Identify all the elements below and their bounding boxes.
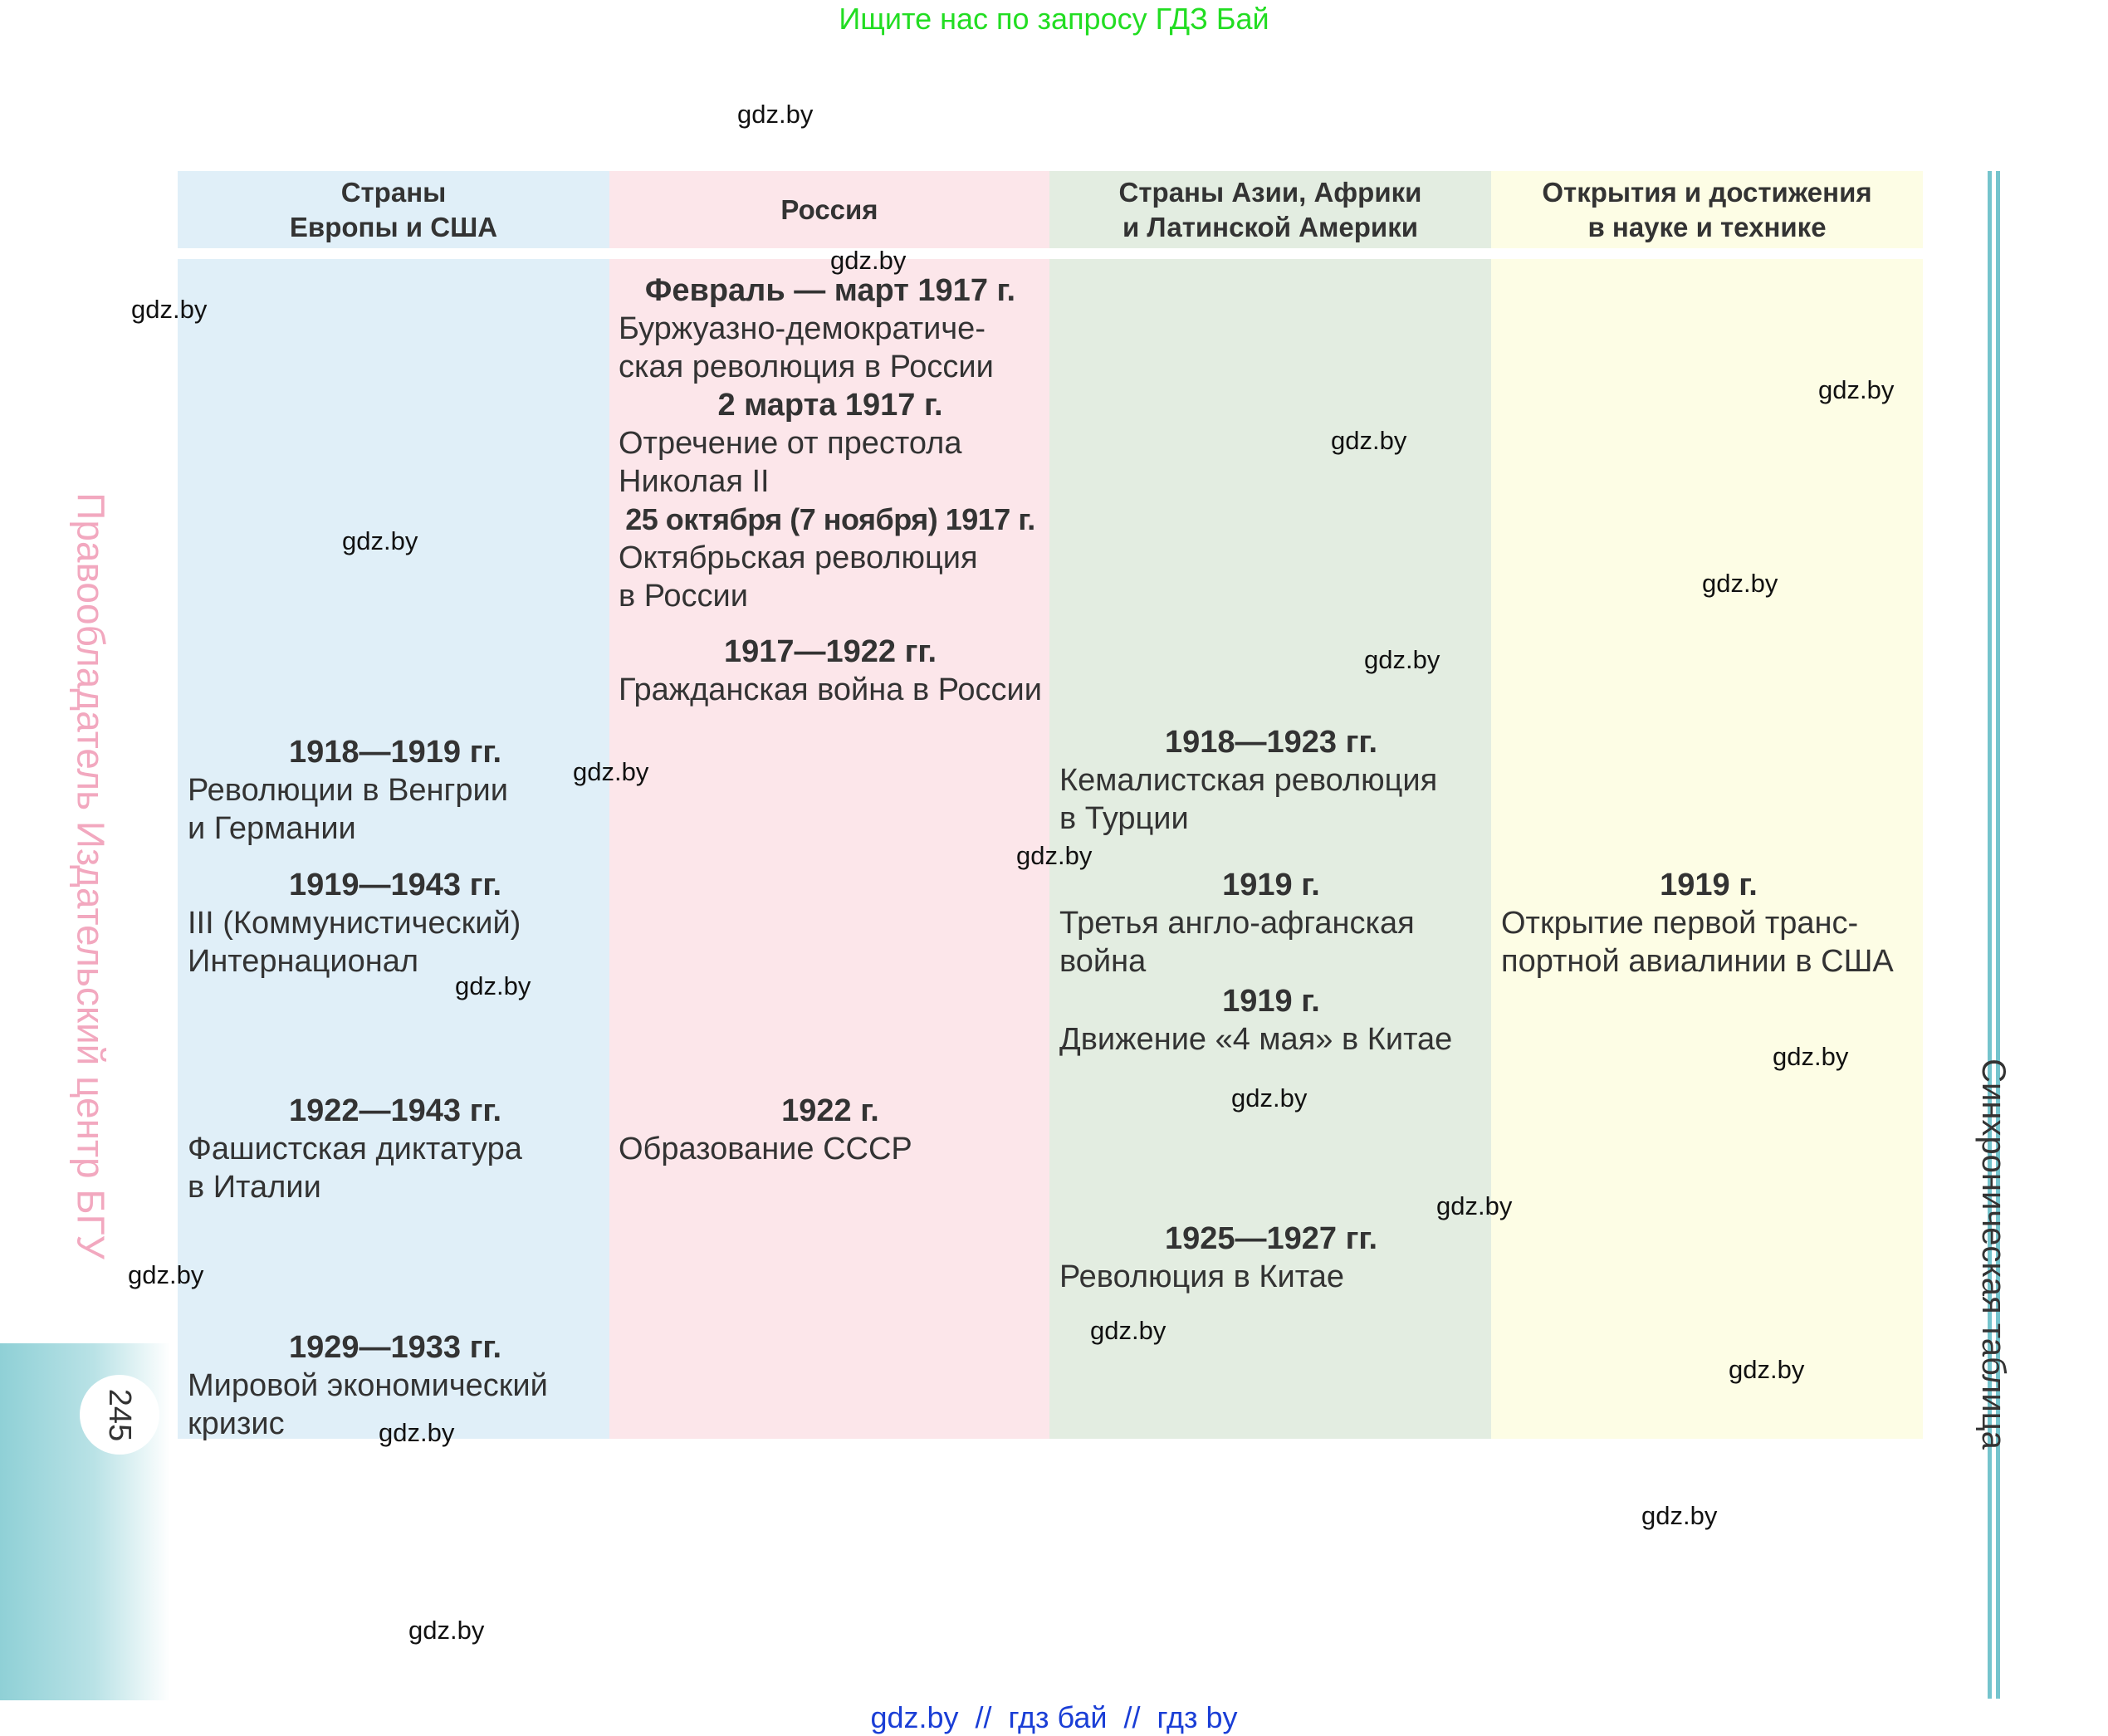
entry-year: 25 октября (7 ноября) 1917 г. (625, 502, 1035, 536)
watermark-text: gdz.by (1090, 1316, 1166, 1345)
watermark-text: gdz.by (737, 100, 814, 129)
entry-year: 1919—1943 гг. (288, 868, 502, 902)
entry-year: 1918—1919 гг. (288, 735, 502, 770)
header-russia: Россия (609, 171, 1049, 248)
column-europe-usa (178, 259, 609, 1439)
table-entry: 1929—1933 гг. Мировой экономический криз… (188, 1328, 603, 1443)
entry-text: Мировой экономический кризис (188, 1368, 548, 1441)
entry-year: 1919 г. (1222, 868, 1320, 902)
table-entry: 25 октября (7 ноября) 1917 г. Октябрьска… (619, 501, 1042, 615)
bottom-banner[interactable]: gdz.by // гдз бай // гдз by (870, 1700, 1238, 1734)
entry-text: Революции в Венгрии и Германии (188, 773, 508, 846)
table-entry: 1925—1927 гг. Революция в Китае (1059, 1220, 1483, 1296)
watermark-text: gdz.by (379, 1418, 455, 1447)
watermark-text: gdz.by (1231, 1083, 1308, 1113)
table-entry: 1919—1943 гг. III (Коммунистический) Инт… (188, 866, 603, 980)
column-russia (609, 259, 1049, 1439)
table-entry: 1918—1923 гг. Кемалистская революция в Т… (1059, 723, 1483, 838)
table-title-label: Синхроническая таблица (1974, 1058, 2012, 1450)
header-europe-usa-label: Страны Европы и США (289, 176, 498, 242)
column-science-tech (1491, 259, 1923, 1439)
header-russia-label: Россия (780, 193, 878, 225)
copyright-side-text: Правообладатель Издательский центр БГУ (50, 448, 133, 1303)
table-entry: 2 марта 1917 г. Отречение от престола Ни… (619, 386, 1042, 501)
watermark-text: gdz.by (1702, 569, 1778, 598)
watermark-text: gdz.by (1016, 841, 1093, 870)
watermark-text: gdz.by (1436, 1191, 1513, 1220)
watermark-text: gdz.by (1331, 426, 1407, 455)
column-asia-africa-latam (1049, 259, 1491, 1439)
table-title-side: Синхроническая таблица (1959, 1046, 2026, 1461)
watermark-text: gdz.by (128, 1260, 204, 1289)
entry-text: Третья англо-афганская война (1059, 906, 1415, 979)
header-science-tech: Открытия и достижения в науке и технике (1491, 171, 1923, 248)
watermark-text: gdz.by (455, 971, 531, 1000)
entry-year: 1925—1927 гг. (1164, 1221, 1378, 1256)
header-asia-africa-latam: Страны Азии, Африки и Латинской Америки (1049, 171, 1491, 248)
table-entry: 1919 г. Движение «4 мая» в Китае (1059, 982, 1483, 1059)
watermark-text: gdz.by (342, 526, 418, 555)
header-science-label: Открытия и достижения в науке и технике (1542, 176, 1872, 242)
entry-text: Гражданская война в России (619, 672, 1042, 707)
entry-year: 1917—1922 гг. (723, 634, 937, 669)
entry-year: 1929—1933 гг. (288, 1330, 502, 1365)
table-entry: 1922—1943 гг. Фашистская диктатура в Ита… (188, 1092, 603, 1206)
watermark-text: gdz.by (1364, 645, 1440, 674)
watermark-text: gdz.by (131, 295, 208, 324)
entry-year: 1918—1923 гг. (1164, 725, 1378, 760)
table-entry: 1919 г. Открытие первой транс- портной а… (1501, 866, 1916, 980)
table-entry: 1918—1919 гг. Революции в Венгрии и Герм… (188, 733, 603, 848)
entry-text: Кемалистская революция в Турции (1059, 763, 1438, 836)
entry-year: 1919 г. (1660, 868, 1758, 902)
entry-text: Фашистская диктатура в Италии (188, 1132, 522, 1205)
watermark-text: gdz.by (1773, 1042, 1849, 1071)
page-number-badge: 245 (80, 1375, 159, 1455)
watermark-text: gdz.by (408, 1616, 485, 1645)
entry-text: Образование СССР (619, 1132, 912, 1166)
watermark-text: gdz.by (1729, 1355, 1805, 1384)
watermark-text: gdz.by (1818, 375, 1895, 404)
top-banner: Ищите нас по запросу ГДЗ Бай (839, 2, 1269, 36)
entry-year: 1919 г. (1222, 984, 1320, 1019)
watermark-text: gdz.by (830, 246, 907, 275)
entry-year: 1922 г. (781, 1093, 879, 1128)
table-entry: 1919 г. Третья англо-афганская война (1059, 866, 1483, 980)
table-entry: Февраль — март 1917 г. Буржуазно-демокра… (619, 271, 1042, 386)
table-entry: 1917—1922 гг. Гражданская война в России (619, 633, 1042, 709)
entry-text: Движение «4 мая» в Китае (1059, 1022, 1453, 1057)
entry-text: Открытие первой транс- портной авиалинии… (1501, 906, 1894, 979)
entry-year: 2 марта 1917 г. (717, 388, 943, 423)
header-asia-label: Страны Азии, Африки и Латинской Америки (1118, 176, 1422, 242)
entry-text: Отречение от престола Николая II (619, 426, 962, 499)
entry-text: Октябрьская революция в России (619, 540, 978, 614)
header-europe-usa: Страны Европы и США (178, 171, 609, 248)
entry-text: III (Коммунистический) Интернационал (188, 906, 521, 979)
copyright-label: Правообладатель Издательский центр БГУ (70, 492, 113, 1259)
right-rule-line (1988, 171, 1992, 1699)
table-entry: 1922 г. Образование СССР (619, 1092, 1042, 1168)
entry-text: Буржуазно-демократиче- ская революция в … (619, 311, 994, 384)
entry-year: Февраль — март 1917 г. (644, 273, 1016, 308)
right-rule-line-2 (1996, 171, 2000, 1699)
watermark-text: gdz.by (1641, 1501, 1718, 1530)
entry-text: Революция в Китае (1059, 1259, 1345, 1294)
watermark-text: gdz.by (573, 757, 649, 786)
page-number: 245 (102, 1388, 138, 1441)
entry-year: 1922—1943 гг. (288, 1093, 502, 1128)
